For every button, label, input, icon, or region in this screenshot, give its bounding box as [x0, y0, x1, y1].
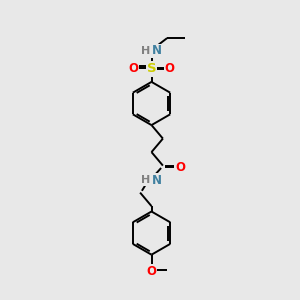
Text: N: N: [152, 174, 162, 187]
Text: S: S: [147, 62, 156, 76]
Text: O: O: [146, 265, 157, 278]
Text: H: H: [142, 175, 151, 185]
Text: O: O: [128, 62, 139, 76]
Text: O: O: [175, 160, 185, 174]
Text: H: H: [142, 46, 151, 56]
Text: N: N: [152, 44, 162, 58]
Text: O: O: [164, 62, 175, 76]
